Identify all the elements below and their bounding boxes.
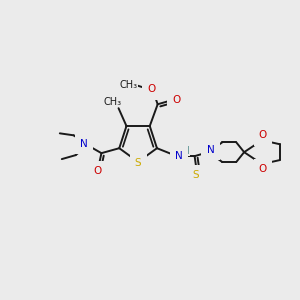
Text: O: O — [93, 166, 102, 176]
Text: S: S — [192, 170, 199, 180]
Text: CH₃: CH₃ — [103, 97, 122, 107]
Text: O: O — [259, 164, 267, 174]
Text: CH₃: CH₃ — [120, 80, 138, 90]
Text: S: S — [135, 158, 141, 168]
Text: O: O — [148, 84, 156, 94]
Text: N: N — [207, 145, 214, 155]
Text: O: O — [259, 130, 267, 140]
Text: N: N — [80, 139, 88, 149]
Text: O: O — [172, 95, 181, 105]
Text: N: N — [175, 151, 183, 161]
Text: H: H — [182, 146, 190, 156]
